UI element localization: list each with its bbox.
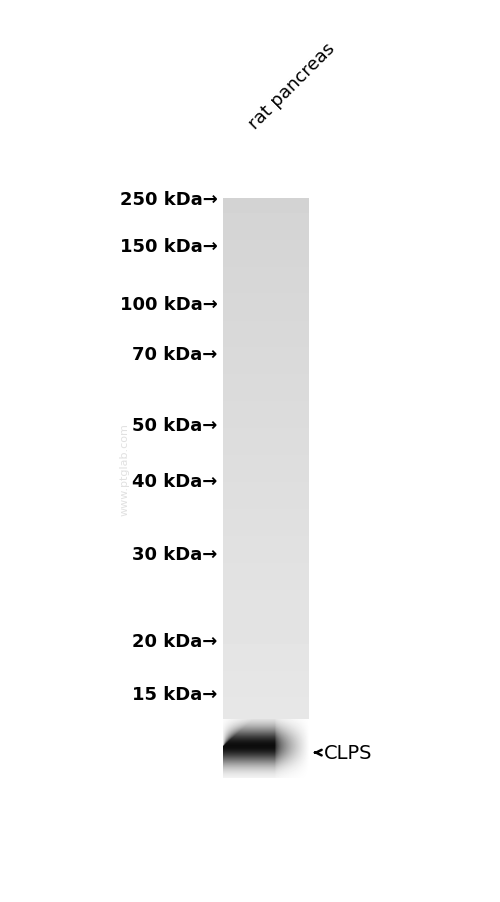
Text: CLPS: CLPS [324, 743, 372, 762]
Text: 150 kDa→: 150 kDa→ [120, 238, 218, 256]
Text: 30 kDa→: 30 kDa→ [132, 546, 218, 564]
Text: 20 kDa→: 20 kDa→ [132, 632, 218, 650]
Text: rat pancreas: rat pancreas [246, 40, 339, 133]
Text: 40 kDa→: 40 kDa→ [132, 473, 218, 491]
Text: www.ptglab.com: www.ptglab.com [120, 423, 130, 516]
Text: 15 kDa→: 15 kDa→ [132, 685, 218, 703]
Text: 100 kDa→: 100 kDa→ [120, 296, 218, 314]
Text: 250 kDa→: 250 kDa→ [120, 191, 218, 209]
Text: 50 kDa→: 50 kDa→ [132, 417, 218, 435]
Text: 70 kDa→: 70 kDa→ [132, 345, 218, 364]
